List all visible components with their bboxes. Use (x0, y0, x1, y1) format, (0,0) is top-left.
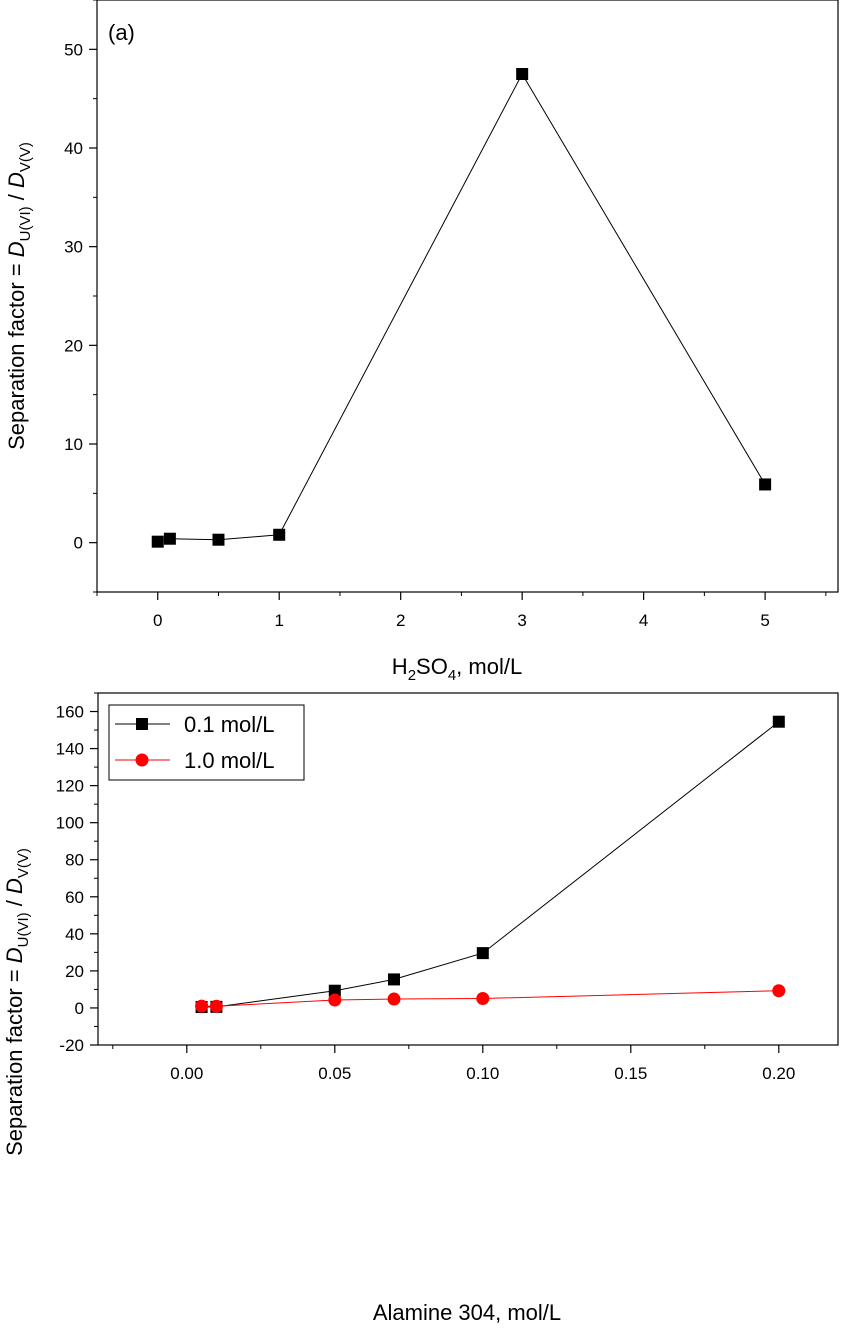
y-axis-title: Separation factor = DU(VI) / DV(V) (2, 848, 32, 1156)
y-tick-label: 40 (64, 139, 83, 158)
y-tick-label: -20 (59, 1036, 84, 1055)
data-point (328, 984, 341, 997)
y-axis: -20 0 20 40 60 80 100 120 140 160 (56, 692, 98, 1055)
y-tick-label: 20 (65, 962, 84, 981)
x-tick-label: 0.10 (466, 1064, 499, 1083)
plot-frame (97, 692, 839, 1046)
legend-label-0: 0.1 mol/L (184, 712, 275, 737)
y-tick-label: 100 (56, 814, 84, 833)
data-point (476, 991, 490, 1005)
y-tick-label: 20 (64, 336, 83, 355)
data-point (209, 999, 223, 1013)
y-tick-label: 10 (64, 435, 83, 454)
y-axis-title: Separation factor = DU(VI) / DV(V) (4, 142, 34, 450)
x-tick-label: 4 (639, 611, 648, 630)
series-line-0 (157, 72, 766, 543)
data-point (476, 947, 489, 960)
chart-panel-a: (a) 0 1 2 3 4 5 0 10 20 30 40 50 H2SO4, mol/L Sepa… (4, 0, 839, 684)
panel-label: (a) (108, 20, 135, 45)
data-point (163, 532, 176, 545)
y-tick-label: 0 (75, 999, 84, 1018)
data-point (151, 535, 164, 548)
legend: 0.1 mol/L 1.0 mol/L (108, 704, 305, 781)
x-tick-label: 0.05 (318, 1064, 351, 1083)
legend-label-1: 1.0 mol/L (184, 748, 275, 773)
data-point (328, 993, 342, 1007)
data-point (273, 528, 286, 541)
x-tick-label: 3 (517, 611, 526, 630)
x-axis-title: H2SO4, mol/L (392, 654, 522, 684)
x-tick-label: 0.15 (614, 1064, 647, 1083)
y-axis: 0 10 20 30 40 50 (64, 0, 97, 593)
legend-marker-0 (136, 718, 148, 730)
data-point (195, 999, 209, 1013)
x-tick-label: 5 (760, 611, 769, 630)
series-line-1 (201, 990, 779, 1007)
series-group (195, 715, 786, 1014)
data-point (388, 973, 400, 986)
data-point (772, 984, 786, 998)
y-tick-label: 0 (74, 534, 83, 553)
data-point (212, 533, 225, 546)
y-tick-label: 140 (56, 740, 84, 759)
x-axis: 0.00 0.05 0.10 0.15 0.20 (112, 1045, 795, 1083)
y-tick-label: 40 (65, 925, 84, 944)
y-tick-label: 120 (56, 777, 84, 796)
data-point (772, 715, 785, 728)
x-tick-label: 0.00 (170, 1064, 203, 1083)
legend-marker-1 (135, 753, 149, 767)
x-tick-label: 0.20 (762, 1064, 795, 1083)
x-tick-label: 0 (153, 611, 162, 630)
x-axis-title: Alamine 304, mol/L (373, 1300, 561, 1325)
y-tick-label: 60 (65, 888, 84, 907)
data-point (759, 478, 772, 491)
x-tick-label: 1 (274, 611, 283, 630)
y-tick-label: 160 (56, 703, 84, 722)
data-point (387, 992, 401, 1006)
series-group (151, 68, 772, 548)
x-tick-label: 2 (396, 611, 405, 630)
chart-panel-b: 0.00 0.05 0.10 0.15 0.20 -20 0 20 40 60 80 100 120 1… (2, 692, 839, 1325)
data-point (516, 68, 529, 80)
x-axis: 0 1 2 3 4 5 (96, 592, 827, 630)
y-tick-label: 50 (64, 40, 83, 59)
legend-box (108, 704, 305, 781)
y-tick-label: 30 (64, 238, 83, 257)
y-tick-label: 80 (65, 851, 84, 870)
plot-frame (96, 0, 839, 593)
